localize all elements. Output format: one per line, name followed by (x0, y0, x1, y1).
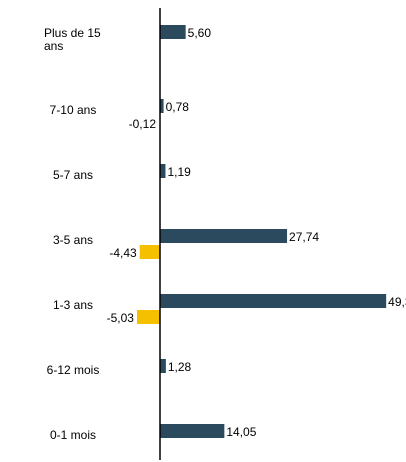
bar (160, 294, 387, 308)
category-label-line: Plus de 15 (44, 26, 101, 40)
category-label-line: 5-7 ans (53, 168, 93, 182)
negative-bar-value-label: -5,03 (107, 311, 135, 325)
bar (160, 229, 288, 243)
value-labels: 5,60 0,78 -0,12 1,19 27,74 -4,43 49,38 -5,03 1,2… (107, 26, 406, 439)
bar-value-label: 27,74 (289, 230, 319, 244)
category-labels: Plus de 15 ans 7-10 ans 5-7 ans 3-5 ans 1-3 a… (44, 26, 101, 442)
category-label-line: 3-5 ans (53, 233, 93, 247)
bar-value-label: 1,28 (168, 360, 192, 374)
category-label: 5-7 ans (53, 168, 93, 182)
bars (136, 25, 387, 438)
bar-value-label: 0,78 (166, 100, 190, 114)
negative-bar (139, 245, 160, 259)
category-label-line: 0-1 mois (50, 428, 96, 442)
category-label: 6-12 mois (47, 363, 100, 377)
bar (160, 164, 166, 178)
category-label: 3-5 ans (53, 233, 93, 247)
category-label-line: ans (44, 39, 63, 53)
bar-value-label: 49,38 (388, 295, 406, 309)
category-label: 0-1 mois (50, 428, 96, 442)
negative-bar-value-label: -4,43 (109, 246, 137, 260)
bar (160, 99, 164, 113)
bar (160, 359, 166, 373)
category-label-line: 7-10 ans (50, 103, 97, 117)
category-label: 1-3 ans (53, 298, 93, 312)
bar-value-label: 1,19 (167, 165, 191, 179)
negative-bar (136, 310, 160, 324)
bar (160, 25, 186, 39)
bar (160, 424, 225, 438)
category-label-line: 6-12 mois (47, 363, 100, 377)
category-label: 7-10 ans (50, 103, 97, 117)
category-label: Plus de 15 ans (44, 26, 101, 53)
bar-value-label: 5,60 (188, 26, 212, 40)
category-label-line: 1-3 ans (53, 298, 93, 312)
negative-bar-value-label: -0,12 (129, 117, 157, 131)
bar-value-label: 14,05 (226, 425, 256, 439)
